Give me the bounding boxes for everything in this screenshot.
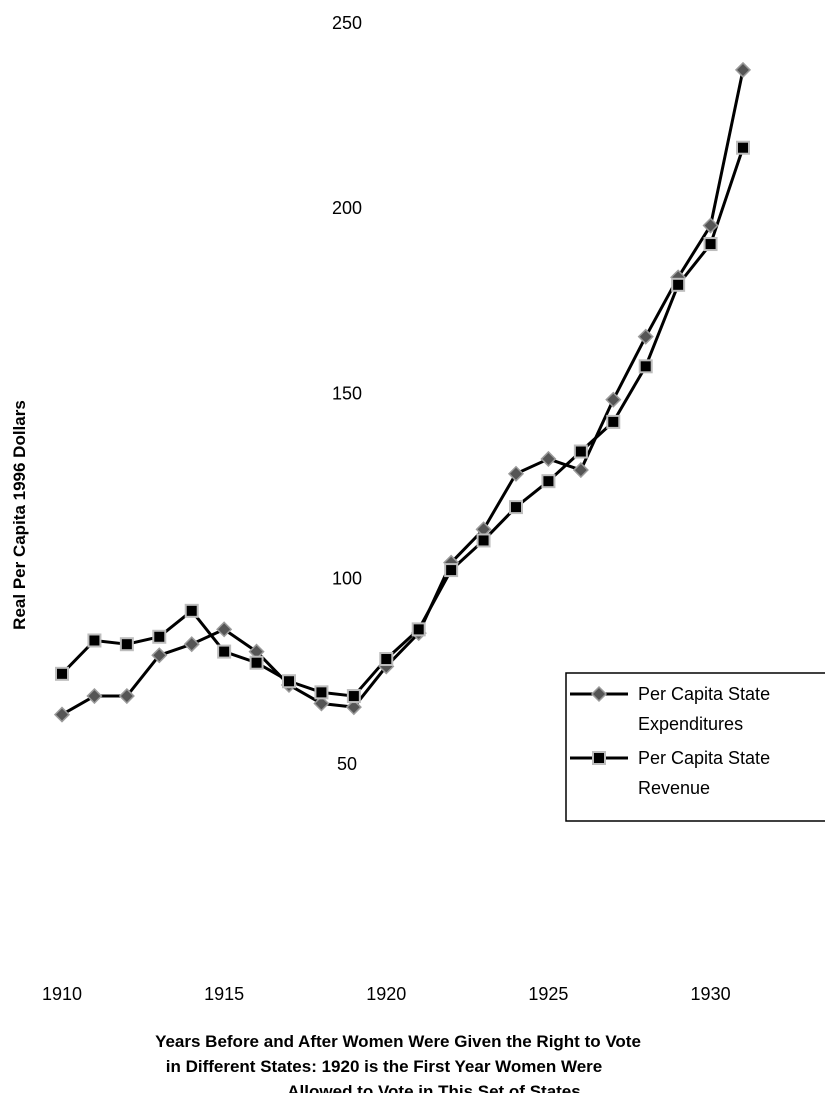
data-point-revenue [282, 674, 296, 689]
data-point-revenue [703, 237, 718, 252]
x-tick-label: 1915 [204, 984, 244, 1004]
legend-box [565, 672, 825, 822]
data-point-expenditures [637, 328, 654, 345]
series-points [53, 61, 752, 723]
data-point-expenditures [118, 687, 135, 705]
data-point-revenue [541, 474, 556, 489]
data-point-expenditures [605, 391, 622, 408]
legend-label: Revenue [638, 778, 710, 798]
data-point-expenditures [313, 695, 330, 712]
data-point-expenditures [540, 450, 557, 468]
x-tick-label: 1910 [42, 984, 82, 1004]
data-point-revenue [638, 359, 653, 374]
y-tick-label: 100 [332, 569, 362, 589]
series-markers [53, 61, 752, 723]
data-point-revenue [606, 414, 621, 429]
data-point-revenue [736, 140, 750, 155]
data-point-expenditures [734, 61, 752, 78]
x-tick-label: 1930 [691, 984, 731, 1004]
data-point-expenditures [702, 217, 719, 234]
legend-label: Per Capita State [638, 684, 770, 704]
x-axis-ticks: 1910 1915 1920 1925 1930 [42, 984, 731, 1004]
x-axis-label-line: Allowed to Vote in This Set of States [287, 1082, 580, 1093]
data-point-expenditures [151, 647, 168, 664]
data-point-revenue [249, 655, 264, 670]
legend-label: Per Capita State [638, 748, 770, 768]
data-point-revenue [411, 622, 426, 637]
data-point-revenue [671, 277, 686, 292]
data-point-revenue [346, 689, 361, 704]
y-tick-label: 150 [332, 383, 362, 403]
y-tick-label: 200 [332, 198, 362, 218]
series-line-expenditures [61, 69, 745, 716]
data-point-revenue [87, 633, 102, 648]
series-points [55, 140, 750, 704]
data-point-expenditures [53, 706, 71, 723]
data-point-revenue [476, 533, 491, 548]
data-point-revenue [119, 637, 134, 652]
y-axis-ticks: 50 100 150 200 250 [332, 13, 362, 774]
x-axis-label: Years Before and After Women Were Given … [155, 1032, 641, 1093]
data-point-revenue [217, 644, 232, 659]
data-point-expenditures [572, 461, 589, 479]
legend-marker-square [592, 751, 606, 765]
y-tick-label: 50 [337, 754, 357, 774]
y-axis-label: Real Per Capita 1996 Dollars [10, 400, 29, 630]
series-line-revenue [60, 147, 745, 698]
y-tick-label: 250 [332, 13, 362, 33]
data-point-expenditures [216, 621, 233, 638]
x-axis-label-line: Years Before and After Women Were Given … [155, 1032, 641, 1051]
legend: Per Capita State Expenditures Per Capita S… [565, 672, 825, 822]
data-point-expenditures [345, 699, 362, 716]
data-point-revenue [509, 500, 523, 515]
data-point-revenue [152, 629, 167, 644]
data-point-revenue [573, 444, 588, 459]
data-point-revenue [314, 685, 329, 700]
data-point-expenditures [86, 687, 103, 705]
legend-label: Expenditures [638, 714, 743, 734]
x-tick-label: 1925 [528, 984, 568, 1004]
data-point-revenue [444, 563, 459, 578]
legend-marker-diamond [590, 685, 608, 703]
x-tick-label: 1920 [366, 984, 406, 1004]
data-point-revenue [55, 666, 69, 681]
data-point-revenue [184, 603, 199, 618]
x-axis-label-line: in Different States: 1920 is the First Y… [166, 1057, 603, 1076]
series-lines [60, 69, 745, 716]
data-point-revenue [379, 652, 394, 667]
data-point-expenditures [507, 465, 525, 482]
data-point-expenditures [183, 636, 200, 653]
